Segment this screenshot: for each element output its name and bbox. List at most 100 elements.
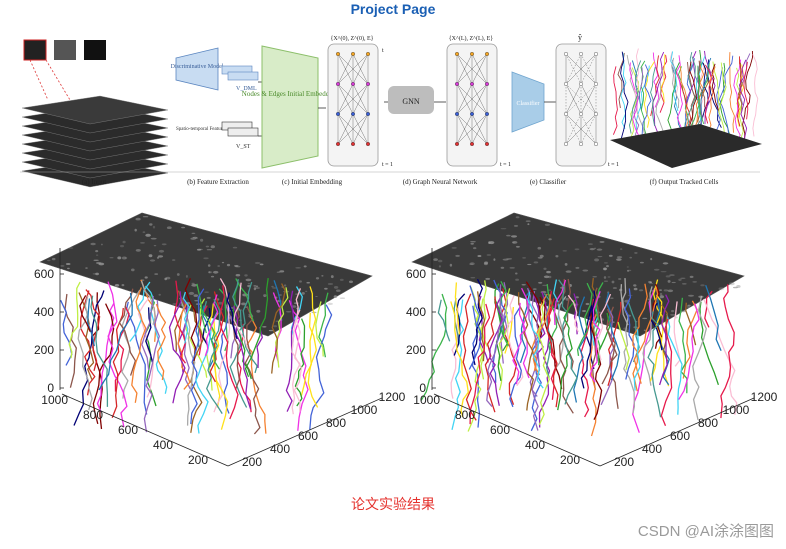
- project-page-link[interactable]: Project Page: [350, 1, 436, 17]
- graph-edge: [580, 113, 597, 145]
- cell-track: [647, 311, 662, 418]
- cell-track: [179, 297, 196, 426]
- graph-edge: [337, 53, 369, 85]
- y-hat-label: ŷ: [578, 33, 582, 42]
- graph-panel-classified: ŷ t = 1: [555, 33, 619, 168]
- cell-track: [145, 307, 154, 363]
- cell-track: [633, 329, 641, 391]
- stage-caption-b: (b) Feature Extraction: [187, 178, 249, 186]
- output-track: [643, 61, 655, 128]
- y-tick-label: 1000: [413, 393, 440, 407]
- cell-track: [704, 290, 713, 328]
- graph-edge: [580, 53, 597, 85]
- y-tick-label: 600: [118, 423, 138, 437]
- graph-edge: [352, 53, 369, 85]
- output-track: [660, 54, 666, 103]
- graph-edge: [565, 113, 597, 145]
- result-plots: 0 200 400 600 1000 800 600 400 200 200 400 600 800 10…: [34, 212, 778, 469]
- output-track: [629, 62, 641, 145]
- cell-track: [271, 283, 286, 374]
- cell-track: [660, 318, 673, 426]
- graph-edge: [471, 53, 488, 85]
- graph-edge: [337, 113, 369, 145]
- cell-track: [131, 287, 147, 403]
- stage-caption-f: (f) Output Tracked Cells: [650, 178, 719, 186]
- stage-caption-c: (c) Initial Embedding: [282, 178, 343, 186]
- cell-track: [233, 282, 249, 349]
- graph-node: [336, 81, 341, 86]
- t1-label: t = 1: [382, 162, 393, 168]
- gnn-label: GNN: [402, 97, 420, 106]
- cell-track: [288, 300, 309, 431]
- output-track: [652, 52, 660, 108]
- cell-track: [692, 295, 707, 421]
- cell-track: [454, 282, 461, 335]
- x-tick-label: 600: [670, 429, 690, 443]
- cell-track: [558, 279, 578, 405]
- graph-node: [470, 81, 475, 86]
- graph-node: [579, 111, 584, 116]
- cell-track: [244, 278, 269, 378]
- cell-track: [521, 287, 530, 379]
- output-track: [633, 67, 643, 143]
- output-track: [620, 51, 629, 141]
- stage-caption-a: (a) Input: [82, 178, 106, 186]
- cell-track: [600, 305, 615, 406]
- cell-track: [632, 283, 648, 392]
- graph-node: [366, 52, 371, 57]
- cell-track: [567, 294, 579, 333]
- plot-axes: 0 200 400 600 1000 800 600 400 200 200 400 600 800 10…: [34, 248, 406, 469]
- graph-node: [470, 52, 475, 57]
- graph-edge: [337, 83, 369, 115]
- cell-track: [471, 278, 483, 366]
- graph-node: [564, 141, 569, 146]
- y-tick-label: 200: [188, 453, 208, 467]
- cell-track: [498, 280, 509, 347]
- cell-track: [183, 303, 191, 390]
- image-plane: [39, 212, 373, 337]
- cell-track: [699, 301, 720, 386]
- graph-edge: [456, 53, 488, 85]
- cell-track: [450, 301, 469, 417]
- graph-node: [485, 111, 490, 116]
- cell-track: [601, 308, 618, 385]
- output-track: [629, 60, 642, 134]
- cell-track: [543, 293, 553, 378]
- cell-track: [553, 279, 567, 326]
- cell-track: [244, 305, 261, 435]
- y-tick-label: 800: [455, 408, 475, 422]
- cell-track: [272, 292, 282, 363]
- x-tick-label: 400: [642, 442, 662, 456]
- output-track: [639, 64, 652, 145]
- z-tick-label: 0: [419, 381, 426, 395]
- stage-caption-d: (d) Graph Neural Network: [403, 178, 478, 186]
- graph-node: [564, 111, 569, 116]
- cell-track: [525, 281, 542, 316]
- output-track: [686, 56, 700, 138]
- graph-edge: [456, 83, 473, 115]
- graph-edge: [337, 53, 354, 85]
- output-track: [650, 66, 656, 126]
- cell-track: [546, 284, 558, 353]
- cell-track: [190, 288, 205, 425]
- z-tick-label: 400: [34, 305, 54, 319]
- v-dml-label: V_DML: [236, 86, 257, 92]
- output-track: [620, 53, 627, 129]
- results-caption: 论文实验结果: [351, 496, 435, 512]
- graph-edge: [337, 113, 354, 145]
- cell-track: [537, 300, 550, 426]
- cell-track: [68, 281, 81, 359]
- cell-track: [202, 308, 211, 348]
- cell-track: [225, 304, 238, 359]
- y-tick-label: 400: [525, 438, 545, 452]
- graph-edge: [352, 83, 369, 115]
- output-track: [742, 50, 753, 143]
- cell-track: [226, 292, 238, 340]
- graph-edge: [352, 113, 369, 145]
- x-tick-label: 1000: [723, 403, 750, 417]
- cell-track: [494, 283, 509, 352]
- graph-label-output: {X^(L), Z^(L), E}: [449, 35, 493, 42]
- output-track: [736, 67, 744, 139]
- cell-track: [620, 284, 629, 326]
- cell-track: [624, 288, 635, 380]
